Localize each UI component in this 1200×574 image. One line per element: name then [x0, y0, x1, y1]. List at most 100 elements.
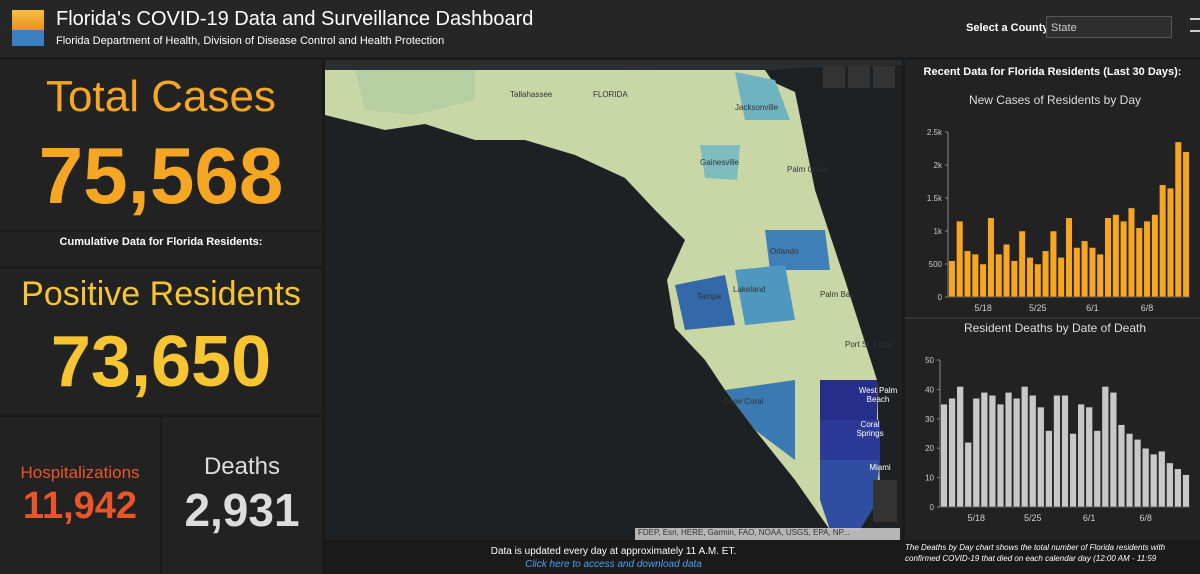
total-cases-label: Total Cases	[46, 72, 276, 121]
total-cases-value: 75,568	[38, 131, 284, 220]
y-tick-label: 0	[938, 293, 943, 302]
download-link[interactable]: Click here to access and download data	[525, 559, 702, 570]
map-label: Tallahassee	[510, 90, 553, 99]
bar	[1061, 395, 1069, 508]
deaths-label: Deaths	[203, 453, 281, 480]
bar	[1018, 230, 1026, 298]
county	[735, 72, 790, 120]
bar	[1133, 439, 1142, 508]
logo	[12, 10, 44, 46]
map-label: Tampa	[697, 292, 722, 301]
bar	[1158, 450, 1166, 508]
bar	[1109, 392, 1118, 508]
bar	[1117, 424, 1126, 508]
bar	[1093, 430, 1101, 508]
bar	[1112, 214, 1120, 298]
menu-icon[interactable]	[1190, 18, 1200, 32]
bar	[1010, 260, 1018, 298]
map-label: Coral Springs	[856, 420, 884, 438]
bar	[980, 392, 988, 508]
bar	[1135, 227, 1143, 298]
home-button[interactable]	[823, 66, 845, 88]
list-button[interactable]	[848, 66, 870, 88]
header: Florida's COVID-19 Data and Surveillance…	[0, 0, 1200, 57]
hosp-panel: Hospitalizations 11,942	[0, 417, 160, 574]
hosp-label: Hospitalizations	[20, 463, 140, 482]
map-label: Valdosta	[625, 63, 656, 72]
bar	[1069, 433, 1077, 508]
bar	[1159, 184, 1167, 298]
bar	[995, 253, 1003, 298]
y-tick-label: 50	[925, 356, 934, 365]
positive-label: Positive Residents	[21, 275, 301, 313]
x-tick-label: 5/25	[1029, 303, 1047, 313]
bar	[1042, 250, 1050, 298]
bar	[1077, 403, 1085, 508]
county	[735, 265, 795, 325]
bar	[1143, 220, 1151, 298]
county-select[interactable]: State	[1046, 16, 1172, 38]
bar	[1166, 187, 1175, 298]
y-tick-label: 1.5k	[927, 194, 943, 203]
bar	[1142, 447, 1150, 508]
bar	[1026, 257, 1034, 298]
county	[820, 460, 880, 530]
y-tick-label: 500	[929, 260, 943, 269]
hosp-value: 11,942	[22, 485, 138, 527]
bar	[1120, 220, 1128, 298]
bar	[1073, 247, 1081, 298]
subtitle: Florida Department of Health, Division o…	[56, 35, 445, 47]
bar	[1150, 453, 1158, 508]
chart-panel: Recent Data for Florida Residents (Last …	[905, 60, 1200, 540]
x-tick-label: 5/18	[968, 513, 986, 523]
bar	[1053, 395, 1061, 508]
county	[725, 380, 795, 460]
x-tick-label: 6/8	[1139, 513, 1152, 523]
chart-note: The Deaths by Day chart shows the total …	[905, 543, 1166, 563]
map-labels: Valdosta Tallahassee FLORIDA Jacksonville Ga…	[325, 60, 902, 540]
y-tick-label: 30	[925, 415, 934, 424]
x-tick-label: 6/1	[1086, 303, 1099, 313]
bar	[1182, 151, 1190, 298]
deaths-value: 2,931	[184, 484, 300, 536]
bar	[1004, 392, 1013, 508]
bar	[1182, 474, 1190, 508]
x-tick-label: 5/25	[1024, 513, 1042, 523]
attribution: FDEP, Esri, HERE, Garmin, FAO, NOAA, USG…	[635, 528, 900, 540]
bar	[1085, 406, 1093, 508]
note-panel: Cumulative Data for Florida Residents:	[0, 232, 322, 266]
positive-panel: Positive Residents 73,650	[0, 269, 322, 414]
y-tick-label: 1k	[934, 227, 943, 236]
bar	[987, 217, 995, 298]
map-label: Miami	[869, 463, 891, 472]
bar	[988, 395, 997, 508]
zoom-control[interactable]	[873, 480, 897, 522]
bar	[1125, 433, 1134, 508]
x-tick-label: 5/18	[974, 303, 992, 313]
bar	[971, 253, 979, 298]
y-tick-label: 0	[930, 503, 935, 512]
bar	[948, 260, 956, 298]
bar	[1049, 230, 1057, 298]
cumulative-note: Cumulative Data for Florida Residents:	[59, 236, 263, 248]
bar	[1174, 141, 1182, 298]
county	[820, 420, 880, 460]
x-tick-label: 6/8	[1141, 303, 1154, 313]
bar	[1012, 397, 1021, 508]
deaths-panel: Deaths 2,931	[162, 417, 322, 574]
bar	[1174, 468, 1182, 508]
y-tick-label: 10	[925, 474, 934, 483]
chart-title: New Cases of Residents by Day	[969, 93, 1141, 107]
bar	[1101, 386, 1109, 508]
bar	[996, 403, 1005, 508]
map-label: FLORIDA	[593, 90, 628, 99]
bar	[1151, 214, 1159, 298]
bar	[948, 397, 956, 508]
map-label: Cape Coral	[723, 397, 764, 406]
bar	[1034, 263, 1042, 298]
grid-button[interactable]	[873, 66, 895, 88]
bar	[979, 263, 987, 298]
bar	[1096, 253, 1104, 298]
bar	[1088, 247, 1096, 298]
